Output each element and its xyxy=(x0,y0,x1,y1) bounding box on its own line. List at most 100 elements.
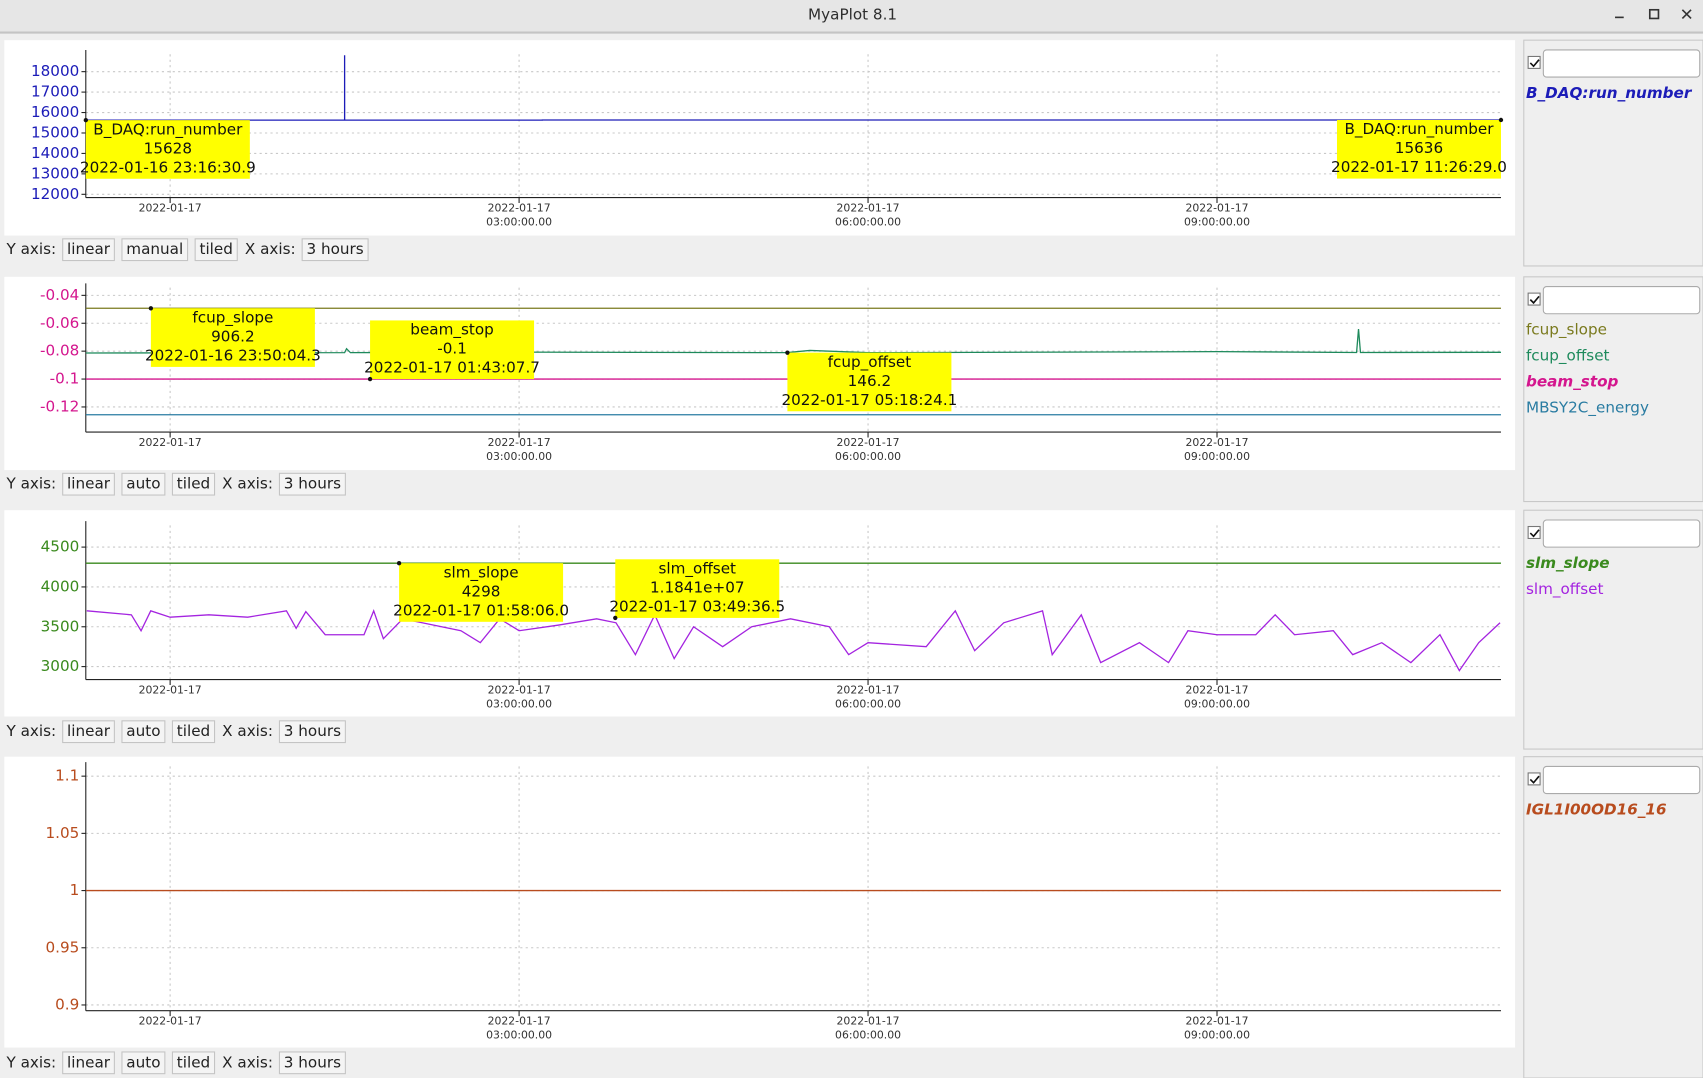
toolbar-button-label[interactable]: auto xyxy=(126,475,160,493)
series-line xyxy=(86,608,1501,672)
toolbar-label: X axis: xyxy=(222,1053,273,1071)
annotation-text: -0.1 xyxy=(437,340,467,358)
toolbar-label: Y axis: xyxy=(6,722,57,740)
toolbar-button-label[interactable]: linear xyxy=(67,1053,111,1071)
legend-panel xyxy=(1523,39,1703,267)
y-tick-label: 13000 xyxy=(31,164,79,182)
plot-panel xyxy=(4,276,1516,471)
toolbar-button-label[interactable]: linear xyxy=(67,722,111,740)
legend-panel xyxy=(1523,756,1703,1078)
annotation-point xyxy=(367,376,373,382)
annotation-text: 2022-01-16 23:16:30.9 xyxy=(80,158,256,176)
annotation-point xyxy=(148,306,154,311)
legend-entry[interactable]: fcup_slope xyxy=(1526,321,1607,340)
legend-entry[interactable]: slm_offset xyxy=(1526,580,1604,599)
x-tick-label: 2022-01-17 xyxy=(139,201,202,214)
legend-entry[interactable]: MBSY2C_energy xyxy=(1526,399,1649,418)
legend-entry[interactable]: slm_slope xyxy=(1526,554,1610,572)
toolbar-button[interactable] xyxy=(62,1051,115,1075)
toolbar-button[interactable] xyxy=(171,720,216,744)
toolbar-button[interactable] xyxy=(194,238,238,262)
toolbar-label: Y axis: xyxy=(6,475,57,493)
annotation-box xyxy=(85,120,250,179)
maximize-button[interactable] xyxy=(1648,8,1660,20)
annotation-text: B_DAQ:run_number xyxy=(1344,120,1494,139)
filter-input[interactable] xyxy=(1542,286,1701,315)
annotation-text: B_DAQ:run_number xyxy=(93,120,243,139)
legend-entry[interactable]: fcup_offset xyxy=(1526,347,1610,366)
x-tick-label: 03:00:00.00 xyxy=(486,698,552,711)
checkbox-check xyxy=(1529,59,1540,68)
y-tick-label: 1.1 xyxy=(55,767,79,785)
visibility-checkbox[interactable] xyxy=(1527,525,1541,539)
toolbar-button-label[interactable]: tiled xyxy=(177,1053,210,1071)
toolbar-button-label[interactable]: linear xyxy=(67,240,111,258)
toolbar-button[interactable] xyxy=(278,1051,346,1075)
toolbar-button[interactable] xyxy=(121,720,166,744)
toolbar-button[interactable] xyxy=(278,720,346,744)
series-line xyxy=(85,55,1501,121)
close-button[interactable] xyxy=(1681,9,1692,20)
toolbar-button[interactable] xyxy=(171,472,216,496)
filter-input[interactable] xyxy=(1542,765,1701,795)
toolbar-button-label[interactable]: auto xyxy=(126,722,160,740)
toolbar-button-label[interactable]: 3 hours xyxy=(284,1053,341,1071)
filter-input[interactable] xyxy=(1542,519,1701,548)
toolbar-button-label[interactable]: tiled xyxy=(177,722,210,740)
y-tick-label: 12000 xyxy=(31,185,79,203)
annotation-point xyxy=(785,350,790,355)
annotation-text: 2022-01-17 01:43:07.7 xyxy=(364,359,540,377)
checkbox-check xyxy=(1529,295,1540,305)
toolbar-button-label[interactable]: tiled xyxy=(200,240,233,258)
visibility-checkbox[interactable] xyxy=(1527,292,1541,306)
toolbar-button[interactable] xyxy=(121,238,189,262)
toolbar-button[interactable] xyxy=(278,472,346,496)
legend-entry[interactable]: beam_stop xyxy=(1526,373,1619,391)
annotation-text: 2022-01-17 01:58:06.0 xyxy=(393,601,569,619)
toolbar-button-label[interactable]: 3 hours xyxy=(307,240,364,258)
toolbar-button[interactable] xyxy=(62,472,115,496)
toolbar-button-label[interactable]: auto xyxy=(126,1053,160,1071)
x-tick-label: 06:00:00.00 xyxy=(835,216,901,229)
checkbox-check xyxy=(1529,529,1540,538)
filter-input[interactable] xyxy=(1542,49,1701,78)
plot-panel xyxy=(4,756,1516,1048)
annotation-text: 4298 xyxy=(462,582,501,600)
annotation-text: 906.2 xyxy=(211,328,254,346)
y-tick-label: 3500 xyxy=(41,617,80,635)
annotation-box xyxy=(1336,119,1501,179)
series-line xyxy=(85,329,1501,354)
toolbar-button[interactable] xyxy=(301,238,369,262)
toolbar-button[interactable] xyxy=(171,1051,216,1075)
annotation-text: 2022-01-16 23:50:04.3 xyxy=(145,347,321,365)
toolbar-button-label[interactable]: 3 hours xyxy=(284,475,341,493)
toolbar-button-label[interactable]: linear xyxy=(67,475,111,493)
checkbox-check xyxy=(1529,775,1540,784)
x-tick-label: 2022-01-17 xyxy=(837,1015,900,1028)
y-tick-label: 14000 xyxy=(31,144,79,162)
y-tick-label: 4500 xyxy=(41,538,80,556)
toolbar-button[interactable] xyxy=(62,720,115,744)
toolbar-button-label[interactable]: manual xyxy=(126,240,183,258)
toolbar-button[interactable] xyxy=(62,238,115,262)
toolbar-button-label[interactable]: tiled xyxy=(177,475,210,493)
y-tick-label: 17000 xyxy=(31,83,79,101)
toolbar-button-label[interactable]: 3 hours xyxy=(284,722,341,740)
legend-entry[interactable]: IGL1I00OD16_16 xyxy=(1526,800,1667,818)
x-tick-label: 2022-01-17 xyxy=(488,436,551,449)
x-tick-label: 2022-01-17 xyxy=(139,683,202,696)
toolbar-button[interactable] xyxy=(121,472,166,496)
visibility-checkbox[interactable] xyxy=(1527,772,1541,786)
legend-entry[interactable]: B_DAQ:run_number xyxy=(1526,84,1693,102)
y-tick-label: 15000 xyxy=(31,123,79,141)
x-tick-label: 2022-01-17 xyxy=(1185,1015,1248,1028)
x-tick-label: 06:00:00.00 xyxy=(835,698,901,711)
visibility-checkbox[interactable] xyxy=(1527,55,1541,69)
toolbar-label: Y axis: xyxy=(6,240,57,258)
annotation-text: fcup_offset xyxy=(828,353,912,372)
toolbar-button[interactable] xyxy=(121,1051,166,1075)
